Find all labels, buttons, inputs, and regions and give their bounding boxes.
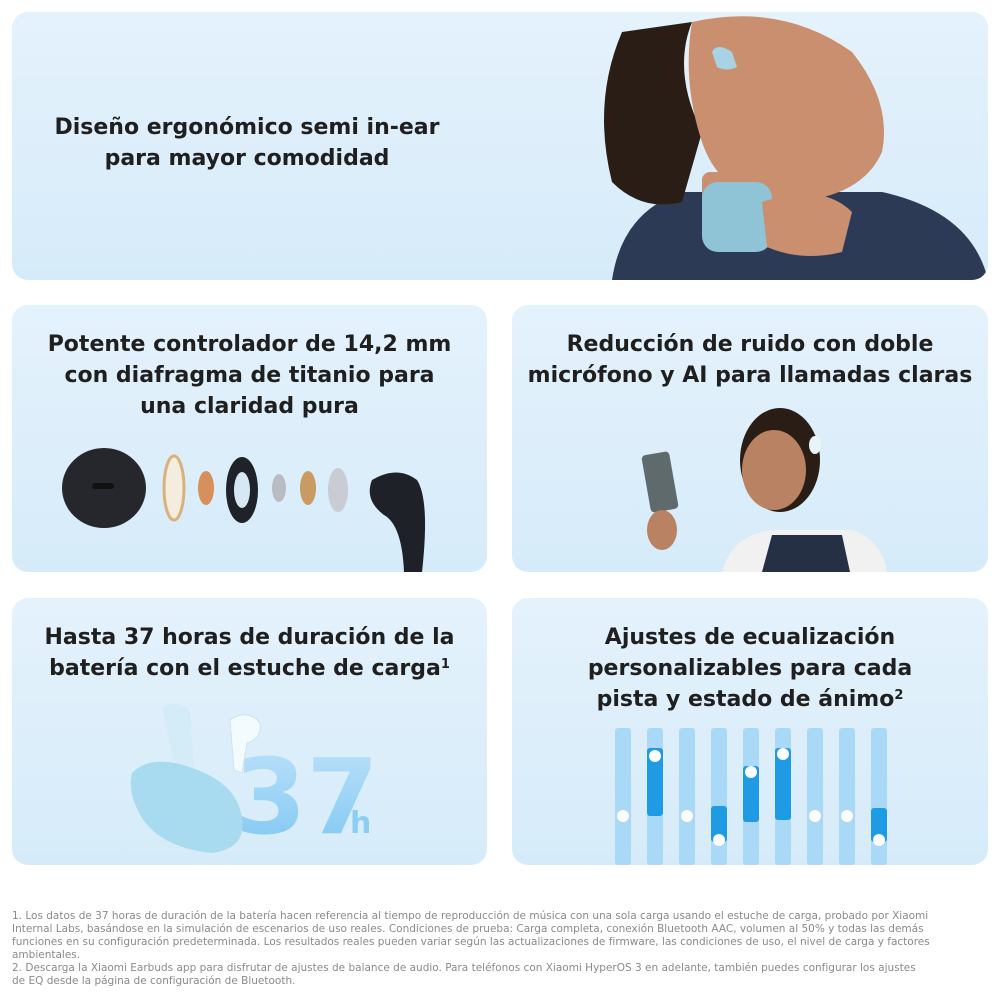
model-photo (641, 408, 887, 572)
feature-card: Ajustes de ecualización personalizables … (512, 598, 988, 865)
driver-exploded-view (62, 448, 426, 572)
feature-card: Reducción de ruido con doble micrófono y… (512, 305, 988, 572)
title-line: Reducción de ruido con doble (566, 332, 934, 357)
title-line: una claridad pura (140, 394, 359, 419)
title-line: batería con el estuche de carga1 (12, 653, 487, 684)
title-line: pista y estado de ánimo2 (512, 684, 988, 715)
feature-card: Potente controlador de 14,2 mm con diafr… (12, 305, 487, 572)
feature-card: Hasta 37 horas de duración de la batería… (12, 598, 487, 865)
footnote: 1. Los datos de 37 horas de duración de … (12, 910, 930, 961)
battery-hours: 37 (234, 736, 379, 858)
title-line: Diseño ergonómico semi in-ear (54, 115, 440, 140)
title-line: Hasta 37 horas de duración de la (44, 625, 455, 650)
title-text: batería con el estuche de carga (49, 656, 441, 681)
feature-card: Diseño ergonómico semi in-ear para mayor… (12, 12, 988, 280)
battery-illustration: 37 h (130, 703, 379, 858)
title-line: Ajustes de ecualización (604, 625, 896, 650)
title-text: pista y estado de ánimo (596, 687, 895, 712)
footnote-ref: 1 (440, 657, 450, 672)
title-line: micrófono y AI para llamadas claras (527, 363, 973, 388)
title-line: Potente controlador de 14,2 mm (47, 332, 452, 357)
footnote: 2. Descarga la Xiaomi Earbuds app para d… (12, 962, 916, 987)
footnote-ref: 2 (894, 688, 904, 703)
card-title: Reducción de ruido con doble micrófono y… (512, 329, 988, 391)
title-line: con diafragma de titanio para (64, 363, 435, 388)
model-photo (604, 16, 988, 280)
title-line: personalizables para cada (587, 656, 913, 681)
footnotes: 1. Los datos de 37 horas de duración de … (12, 910, 932, 988)
card-title: Potente controlador de 14,2 mm con diafr… (12, 329, 487, 422)
battery-unit: h (350, 806, 371, 841)
equalizer-illustration (615, 728, 887, 865)
card-title: Ajustes de ecualización personalizables … (512, 622, 988, 715)
card-title: Diseño ergonómico semi in-ear para mayor… (42, 112, 452, 174)
title-line: para mayor comodidad (104, 146, 390, 171)
card-title: Hasta 37 horas de duración de la batería… (12, 622, 487, 684)
